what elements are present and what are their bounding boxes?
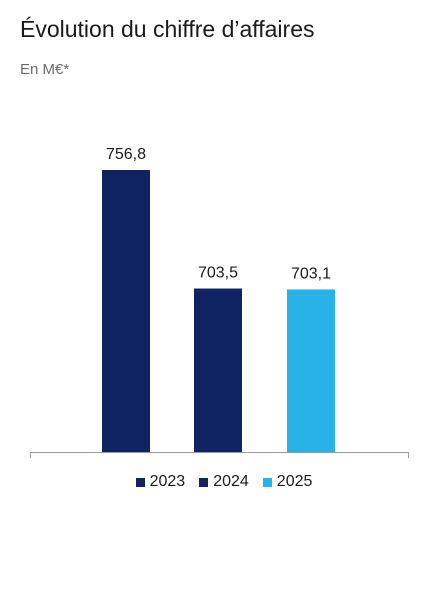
legend-label: 2024 bbox=[213, 473, 249, 490]
bar-2025 bbox=[287, 289, 335, 452]
value-labels-layer: 756,8 703,5 703,1 bbox=[106, 146, 331, 282]
chart-subtitle: En M€* bbox=[20, 61, 70, 78]
data-label-2023: 756,8 bbox=[106, 146, 146, 163]
bars-layer bbox=[102, 170, 335, 452]
x-axis bbox=[30, 452, 409, 458]
bar-2023 bbox=[102, 170, 150, 452]
legend-item-2025: 2025 bbox=[262, 473, 313, 491]
legend-swatch bbox=[135, 477, 145, 487]
legend-item-2023: 2023 bbox=[135, 473, 186, 491]
legend-swatch bbox=[262, 477, 272, 487]
data-label-2025: 703,1 bbox=[291, 265, 331, 282]
legend-item-2024: 2024 bbox=[199, 473, 249, 491]
legend-label: 2025 bbox=[276, 473, 313, 490]
legend-label: 2023 bbox=[149, 473, 186, 490]
chart-title: Évolution du chiffre d’affaires bbox=[20, 16, 315, 42]
legend-swatch bbox=[199, 477, 209, 487]
bar-2024 bbox=[194, 288, 242, 452]
data-label-2024: 703,5 bbox=[198, 265, 238, 282]
chart-legend: 2023 2024 2025 bbox=[0, 473, 448, 491]
